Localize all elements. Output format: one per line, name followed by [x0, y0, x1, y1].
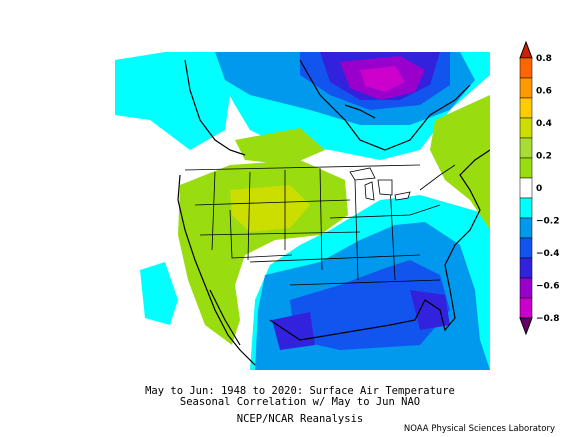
- colorbar-tick-label: −0.4: [536, 249, 559, 259]
- yellowgreen-region-west: [230, 185, 310, 232]
- colorbar-bin: [519, 257, 533, 279]
- colorbar-tick-label: 0.2: [536, 152, 552, 162]
- credit-label: NOAA Physical Sciences Laboratory: [403, 424, 555, 434]
- colorbar: 0.8 0.6 0.4 0.2 0 −0.2 −0.4 −0.6 −0.8: [519, 40, 559, 336]
- state-borders: [184, 164, 456, 286]
- colorbar-bottom-arrow: [519, 317, 533, 336]
- map-panel: [115, 52, 490, 370]
- title-line-2: Seasonal Correlation w/ May to Jun NAO: [179, 396, 421, 408]
- darkblue-region-south: [290, 260, 450, 350]
- colorbar-bin: [519, 237, 533, 259]
- great-lakes: [349, 167, 411, 201]
- coastlines: [177, 59, 490, 366]
- title-line-1: May to Jun: 1948 to 2020: Surface Air Te…: [145, 385, 455, 397]
- magenta-region-labrador: [360, 66, 405, 92]
- indigo-region-gulf: [272, 312, 315, 350]
- colorbar-bin: [519, 57, 533, 79]
- source-label: NCEP/NCAR Reanalysis: [236, 413, 364, 425]
- colorbar-tick-label: −0.2: [536, 217, 559, 227]
- colorbar-tick-label: 0.8: [536, 54, 552, 64]
- colorbar-bin: [519, 297, 533, 319]
- colorbar-bin: [519, 217, 533, 239]
- colorbar-bin: [519, 197, 533, 219]
- colorbar-tick-label: −0.6: [536, 282, 559, 292]
- indigo-region-florida: [410, 290, 450, 330]
- colorbar-bin: [519, 137, 533, 159]
- colorbar-tick-label: 0.6: [536, 87, 552, 97]
- colorbar-bin: [519, 97, 533, 119]
- colorbar-tick-label: 0: [536, 184, 542, 194]
- cyan-region-northwest: [115, 52, 230, 150]
- colorbar-bin: [519, 77, 533, 99]
- colorbar-bin: [519, 177, 533, 199]
- colorbar-bin: [519, 117, 533, 139]
- cyan-region-west-coast: [140, 262, 178, 325]
- green-region-north: [235, 128, 325, 165]
- colorbar-top-arrow: [519, 40, 533, 59]
- colorbar-tick-label: −0.8: [536, 314, 559, 324]
- colorbar-tick-label: 0.4: [536, 119, 552, 129]
- green-region-atlantic: [430, 95, 490, 230]
- colorbar-bin: [519, 277, 533, 299]
- colorbar-bin: [519, 157, 533, 179]
